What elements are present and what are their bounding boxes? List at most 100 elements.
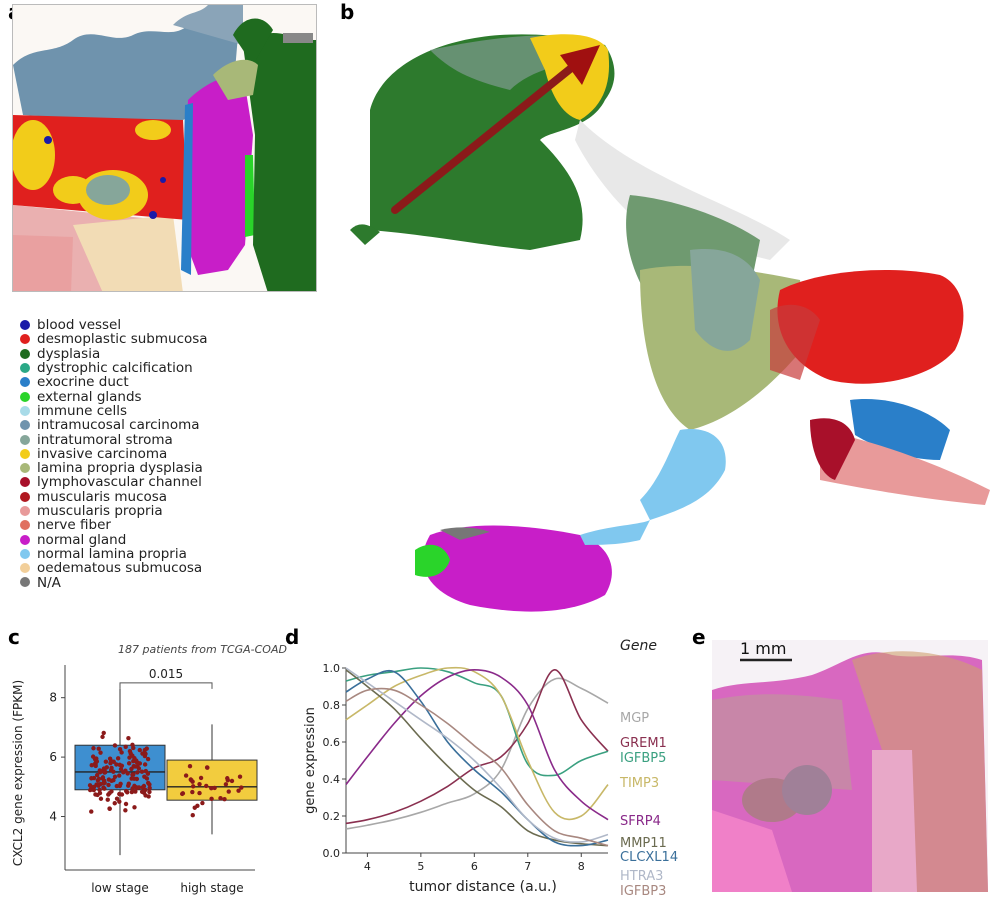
legend-item: blood vessel bbox=[20, 317, 208, 333]
x-tick-label: 8 bbox=[578, 860, 585, 873]
legend-label: dysplasia bbox=[37, 345, 101, 362]
legend-item: external glands bbox=[20, 389, 208, 405]
panel-label-c: c bbox=[8, 625, 20, 649]
histology-image: 1 mm bbox=[712, 639, 988, 892]
data-point bbox=[101, 730, 106, 736]
data-point bbox=[142, 762, 148, 767]
data-point bbox=[93, 763, 98, 769]
panel-d-lineplot: 0.0 0.2 0.4 0.6 0.8 1.0 4 5 6 7 8 gene expression tu… bbox=[280, 625, 680, 906]
x-tick-label: 4 bbox=[364, 860, 371, 873]
data-point bbox=[197, 790, 202, 796]
legend-label: intramucosal carcinoma bbox=[37, 417, 200, 434]
legend-label: muscularis mucosa bbox=[37, 488, 168, 505]
series-line bbox=[345, 666, 609, 821]
data-point bbox=[131, 745, 136, 751]
data-point bbox=[129, 766, 134, 772]
legend-item: intratumoral stroma bbox=[20, 431, 208, 448]
data-point bbox=[106, 777, 112, 782]
data-point bbox=[123, 768, 128, 773]
data-point bbox=[236, 788, 241, 793]
y-tick-label: 0.8 bbox=[323, 699, 341, 712]
chart-title: 187 patients from TCGA-COAD bbox=[118, 643, 287, 656]
data-point bbox=[225, 776, 230, 781]
data-point bbox=[96, 776, 102, 782]
series-label: MMP11 bbox=[620, 836, 667, 851]
data-point bbox=[190, 779, 195, 784]
series-label: TIMP3 bbox=[619, 776, 659, 791]
legend-item: nerve fiber bbox=[20, 517, 208, 533]
data-point bbox=[139, 769, 145, 774]
series-line bbox=[345, 667, 609, 777]
data-point bbox=[146, 794, 151, 799]
data-point bbox=[129, 776, 134, 781]
y-tick-label: 0.4 bbox=[323, 773, 341, 786]
series-label: MGP bbox=[620, 711, 649, 726]
legend-item: lamina propria dysplasia bbox=[20, 460, 208, 477]
legend-label: lamina propria dysplasia bbox=[37, 460, 203, 477]
data-point bbox=[180, 791, 186, 796]
data-point bbox=[102, 766, 108, 771]
data-point bbox=[209, 785, 214, 791]
data-point bbox=[123, 801, 129, 807]
data-point bbox=[237, 774, 243, 779]
x-tick-label: high stage bbox=[180, 881, 243, 895]
cell-embedding-plot bbox=[350, 20, 1000, 620]
series-line bbox=[345, 670, 609, 847]
data-point bbox=[123, 808, 128, 813]
data-point bbox=[136, 766, 142, 771]
legend-label: normal lamina propria bbox=[37, 545, 187, 562]
y-tick-label: 0.0 bbox=[323, 847, 341, 860]
legend-swatch bbox=[20, 320, 30, 331]
legend-swatch bbox=[20, 477, 30, 488]
data-point bbox=[95, 782, 101, 787]
data-point bbox=[100, 734, 105, 740]
legend-item: lymphovascular channel bbox=[20, 474, 208, 490]
data-point bbox=[123, 744, 128, 750]
data-point bbox=[103, 759, 109, 764]
legend-item: invasive carcinoma bbox=[20, 446, 208, 462]
x-tick-label: low stage bbox=[91, 881, 149, 895]
data-point bbox=[239, 785, 244, 790]
x-axis-label: tumor distance (a.u.) bbox=[409, 879, 557, 895]
y-tick-label: 6 bbox=[49, 750, 57, 764]
series-label: IGFBP3 bbox=[620, 884, 666, 899]
legend-swatch bbox=[20, 520, 30, 531]
panel-label-e: e bbox=[692, 625, 706, 649]
tissue-segmentation-map bbox=[12, 4, 317, 292]
legend-item: exocrine duct bbox=[20, 374, 208, 391]
y-axis-label: gene expression bbox=[303, 707, 318, 814]
data-point bbox=[91, 746, 96, 751]
x-tick-label: 5 bbox=[417, 860, 424, 873]
legend-label: exocrine duct bbox=[37, 374, 129, 391]
legend-label: dystrophic calcification bbox=[37, 360, 193, 377]
data-point bbox=[132, 764, 138, 769]
legend-swatch bbox=[20, 391, 30, 402]
series-line bbox=[345, 669, 609, 825]
legend-label: oedematous submucosa bbox=[37, 560, 203, 577]
data-point bbox=[89, 762, 94, 768]
data-point bbox=[197, 781, 202, 787]
y-tick-label: 1.0 bbox=[323, 662, 341, 675]
data-point bbox=[89, 776, 94, 781]
data-point bbox=[112, 801, 117, 806]
legend-item: dystrophic calcification bbox=[20, 360, 208, 377]
data-point bbox=[131, 772, 136, 777]
y-tick-label: 0.6 bbox=[323, 736, 341, 749]
legend-label: intratumoral stroma bbox=[37, 431, 173, 448]
data-point bbox=[129, 789, 135, 795]
legend-item: N/A bbox=[20, 575, 208, 591]
data-point bbox=[147, 785, 152, 791]
data-point bbox=[229, 778, 235, 784]
legend-label: normal gland bbox=[37, 531, 127, 548]
data-point bbox=[130, 786, 135, 791]
data-point bbox=[183, 773, 189, 778]
data-point bbox=[145, 771, 151, 776]
legend-swatch bbox=[20, 405, 30, 416]
data-point bbox=[111, 778, 116, 783]
data-point bbox=[114, 762, 119, 767]
series-line bbox=[345, 669, 609, 847]
data-point bbox=[88, 787, 93, 793]
data-point bbox=[119, 763, 125, 768]
data-point bbox=[133, 789, 138, 794]
data-point bbox=[130, 753, 135, 758]
